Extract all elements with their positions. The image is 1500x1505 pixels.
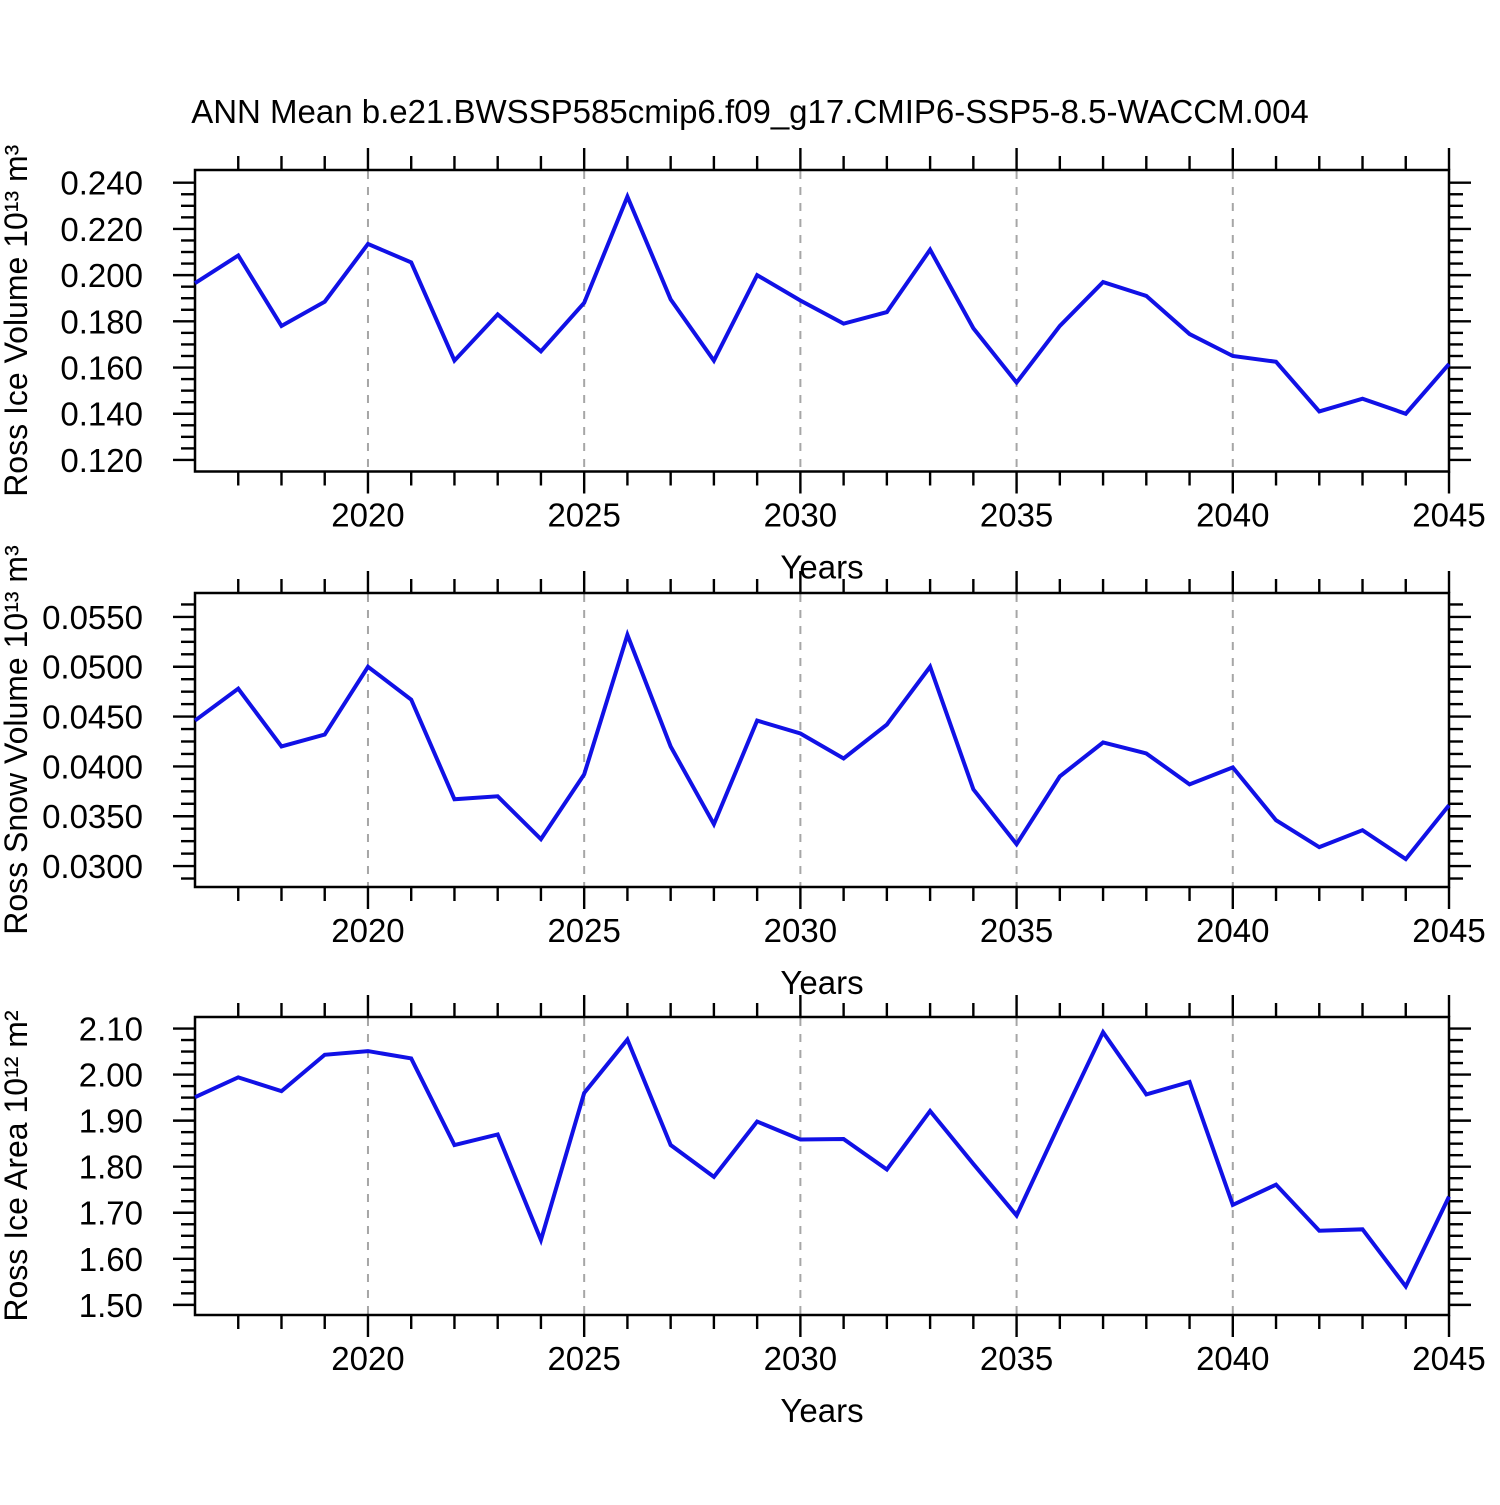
y-tick-label: 0.0350 [42,798,143,835]
x-tick-label: 2030 [764,497,837,534]
x-axis-title: Years [780,549,863,586]
y-tick-label: 2.10 [79,1011,143,1048]
y-tick-label: 1.50 [79,1287,143,1324]
plot-border [193,1015,1451,1317]
x-tick-label: 2020 [331,912,404,949]
y-axis-title: Ross Ice Area 10¹² m² [0,1010,34,1322]
y-tick-label: 0.220 [60,211,143,248]
x-tick-label: 2030 [764,1340,837,1377]
x-axis-title: Years [780,964,863,1001]
x-tick-label: 2025 [547,497,620,534]
x-axis-title: Years [780,1392,863,1429]
y-tick-label: 1.70 [79,1195,143,1232]
panel-ross-ice-volume: 0.240 0.220 0.200 0.180 0.160 0.140 0.120 2020 2… [0,144,1486,585]
data-line-ross-snow-volume [193,628,1451,862]
x-tick-label: 2045 [1412,912,1485,949]
y-axis-title: Ross Snow Volume 10¹³ m³ [0,545,34,935]
x-tick-label: 2035 [980,912,1053,949]
x-tick-label: 2020 [331,1340,404,1377]
x-tick-label: 2045 [1412,1340,1485,1377]
y-tick-label: 0.200 [60,257,143,294]
y-tick-label: 0.120 [60,442,143,479]
y-tick-label: 0.0450 [42,699,143,736]
y-tick-label: 0.160 [60,350,143,387]
y-tick-label: 0.0550 [42,599,143,636]
y-tick-label: 1.60 [79,1241,143,1278]
x-tick-label: 2035 [980,1340,1053,1377]
y-tick-label: 0.0300 [42,848,143,885]
y-tick-label: 0.240 [60,165,143,202]
x-tick-label: 2020 [331,497,404,534]
x-tick-label: 2040 [1196,1340,1269,1377]
panel-ross-ice-area: 2.10 2.00 1.90 1.80 1.70 1.60 1.50 2020 2025 2030… [0,995,1486,1429]
x-tick-label: 2025 [547,1340,620,1377]
panel-ross-snow-volume: 0.0550 0.0500 0.0450 0.0400 0.0350 0.0300 2020… [0,545,1486,1001]
y-axis-title: Ross Ice Volume 10¹³ m³ [0,144,34,496]
x-tick-label: 2025 [547,912,620,949]
y-tick-label: 1.80 [79,1149,143,1186]
x-tick-label: 2045 [1412,497,1485,534]
x-tick-label: 2040 [1196,912,1269,949]
y-tick-label: 0.0500 [42,649,143,686]
y-tick-label: 0.140 [60,396,143,433]
plot-border [193,591,1451,889]
data-line-ross-ice-area [194,1028,1451,1291]
x-tick-label: 2040 [1196,497,1269,534]
y-tick-label: 0.0400 [42,748,143,785]
plot-border [193,168,1451,473]
x-tick-label: 2035 [980,497,1053,534]
x-tick-label: 2030 [764,912,837,949]
y-tick-label: 0.180 [60,303,143,340]
y-tick-label: 2.00 [79,1057,143,1094]
data-line-ross-ice-volume [193,191,1451,417]
chart-title: ANN Mean b.e21.BWSSP585cmip6.f09_g17.CMI… [191,93,1309,130]
y-tick-label: 1.90 [79,1103,143,1140]
